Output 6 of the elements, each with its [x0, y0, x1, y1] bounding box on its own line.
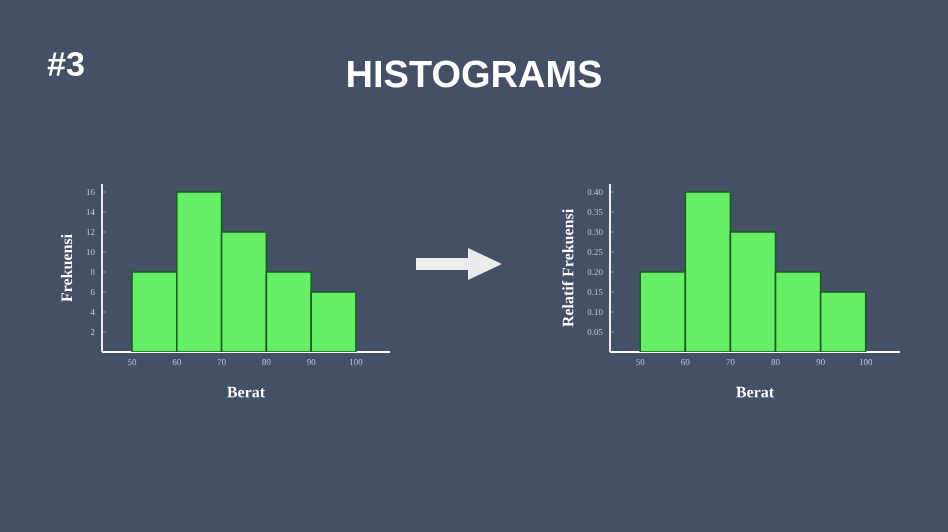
text: #3	[47, 51, 84, 77]
x-axis-title: Berat	[736, 386, 775, 398]
x-axis-title: Berat	[227, 386, 266, 398]
y-axis-title: Frekuensi	[60, 234, 73, 302]
text: HISTOGRAMS	[348, 60, 601, 88]
y-axis-title: Relatif Frekuensi	[562, 209, 574, 327]
